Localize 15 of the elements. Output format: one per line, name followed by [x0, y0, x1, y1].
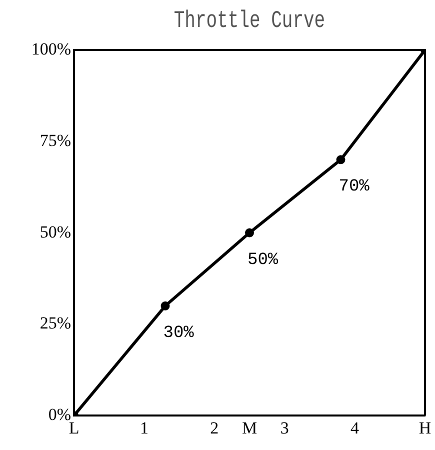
y-tick-label: 100%	[31, 39, 71, 58]
x-tick-label: 3	[280, 418, 289, 438]
data-label: 50%	[248, 250, 279, 270]
data-label: 70%	[338, 178, 370, 197]
y-tick-label: 25%	[40, 314, 71, 333]
x-tick-label: 1	[140, 418, 148, 438]
y-tick-label: 50%	[40, 222, 71, 242]
x-tick-label: H	[418, 418, 432, 438]
y-tick-label: 75%	[40, 130, 71, 150]
x-tick-label: M	[242, 418, 258, 438]
data-label: 30%	[163, 324, 195, 343]
x-tick-label: 2	[210, 418, 219, 438]
x-tick-label: 4	[350, 418, 360, 438]
chart-title: Throttle Curve	[172, 8, 326, 35]
y-tick-label: 0%	[48, 405, 71, 424]
